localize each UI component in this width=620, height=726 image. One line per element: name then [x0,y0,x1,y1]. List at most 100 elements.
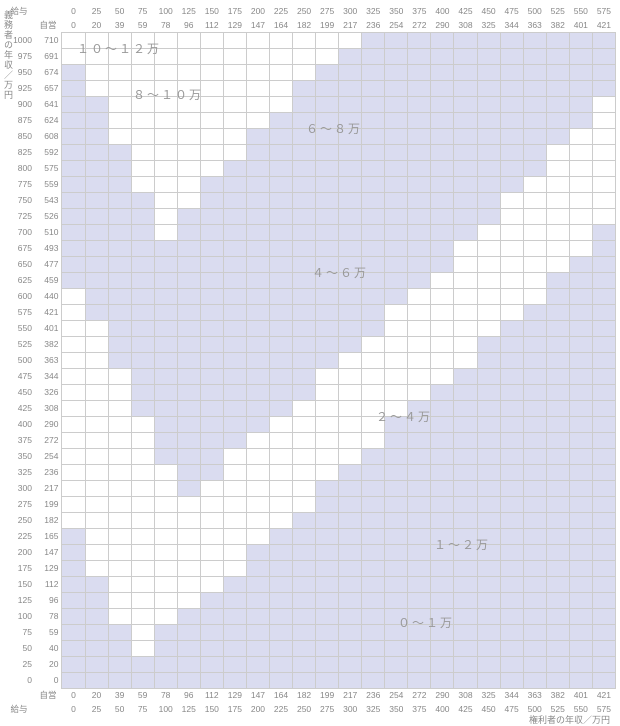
row-header-salary: 400 [4,416,34,432]
heatmap-cell [431,96,454,112]
row-header-self: 421 [34,304,62,320]
heatmap-cell [154,448,177,464]
heatmap-cell [454,48,477,64]
heatmap-cell [385,400,408,416]
heatmap-cell [431,256,454,272]
heatmap-cell [316,192,339,208]
heatmap-cell [431,384,454,400]
col-footer-salary: 25 [85,702,108,716]
heatmap-cell [592,464,615,480]
heatmap-cell [408,448,431,464]
heatmap-cell [293,128,316,144]
heatmap-cell [223,656,246,672]
heatmap-cell [269,368,292,384]
heatmap-cell [108,272,131,288]
heatmap-cell [200,592,223,608]
heatmap-cell [408,416,431,432]
heatmap-cell [269,128,292,144]
heatmap-cell [408,272,431,288]
heatmap-cell [85,384,108,400]
heatmap-cell [477,352,500,368]
heatmap-cell [546,240,569,256]
heatmap-cell [385,256,408,272]
heatmap-cell [408,224,431,240]
heatmap-cell [62,448,85,464]
heatmap-cell [177,336,200,352]
heatmap-cell [569,48,592,64]
heatmap-cell [85,176,108,192]
heatmap-cell [546,400,569,416]
heatmap-cell [592,32,615,48]
heatmap-cell [477,544,500,560]
heatmap-cell [385,544,408,560]
heatmap-cell [408,176,431,192]
heatmap-cell [431,32,454,48]
col-header-self: 254 [385,18,408,32]
heatmap-cell [177,64,200,80]
heatmap-cell [269,208,292,224]
col-header-salary: 375 [408,4,431,18]
heatmap-cell [500,416,523,432]
heatmap-cell [85,656,108,672]
heatmap-cell [500,256,523,272]
heatmap-cell [154,480,177,496]
heatmap-cell [177,352,200,368]
heatmap-cell [223,304,246,320]
heatmap-cell [523,416,546,432]
heatmap-cell [477,96,500,112]
heatmap-cell [316,544,339,560]
col-footer-salary: 400 [431,702,454,716]
heatmap-cell [523,384,546,400]
heatmap-cell [569,496,592,512]
heatmap-cell [362,384,385,400]
row-header-salary: 450 [4,384,34,400]
col-header-self: 39 [108,18,131,32]
heatmap-cell [131,448,154,464]
heatmap-cell [200,336,223,352]
heatmap-cell [223,672,246,688]
heatmap-cell [223,512,246,528]
col-footer-salary: 250 [293,702,316,716]
heatmap-cell [154,112,177,128]
heatmap-cell [269,512,292,528]
row-header-self: 510 [34,224,62,240]
heatmap-cell [431,624,454,640]
heatmap-cell [316,512,339,528]
row-header-self: 272 [34,432,62,448]
heatmap-cell [500,304,523,320]
heatmap-cell [200,416,223,432]
heatmap-cell [200,32,223,48]
heatmap-cell [385,368,408,384]
heatmap-cell [454,112,477,128]
heatmap-cell [108,528,131,544]
heatmap-cell [293,240,316,256]
heatmap-cell [569,96,592,112]
row-header-self: 477 [34,256,62,272]
heatmap-cell [546,112,569,128]
col-header-self: 129 [223,18,246,32]
heatmap-cell [431,432,454,448]
heatmap-cell [500,592,523,608]
heatmap-cell [316,160,339,176]
heatmap-cell [431,480,454,496]
heatmap-cell [546,320,569,336]
heatmap-cell [431,176,454,192]
heatmap-cell [523,368,546,384]
heatmap-cell [223,32,246,48]
heatmap-cell [523,496,546,512]
heatmap-cell [500,192,523,208]
heatmap-cell [316,64,339,80]
heatmap-cell [62,192,85,208]
heatmap-cell [523,608,546,624]
heatmap-cell [223,320,246,336]
heatmap-cell [477,304,500,320]
heatmap-cell [269,288,292,304]
heatmap-cell [108,608,131,624]
heatmap-cell [316,304,339,320]
heatmap-cell [339,176,362,192]
heatmap-cell [408,304,431,320]
heatmap-cell [293,208,316,224]
heatmap-cell [477,432,500,448]
heatmap-cell [500,624,523,640]
heatmap-cell [500,272,523,288]
